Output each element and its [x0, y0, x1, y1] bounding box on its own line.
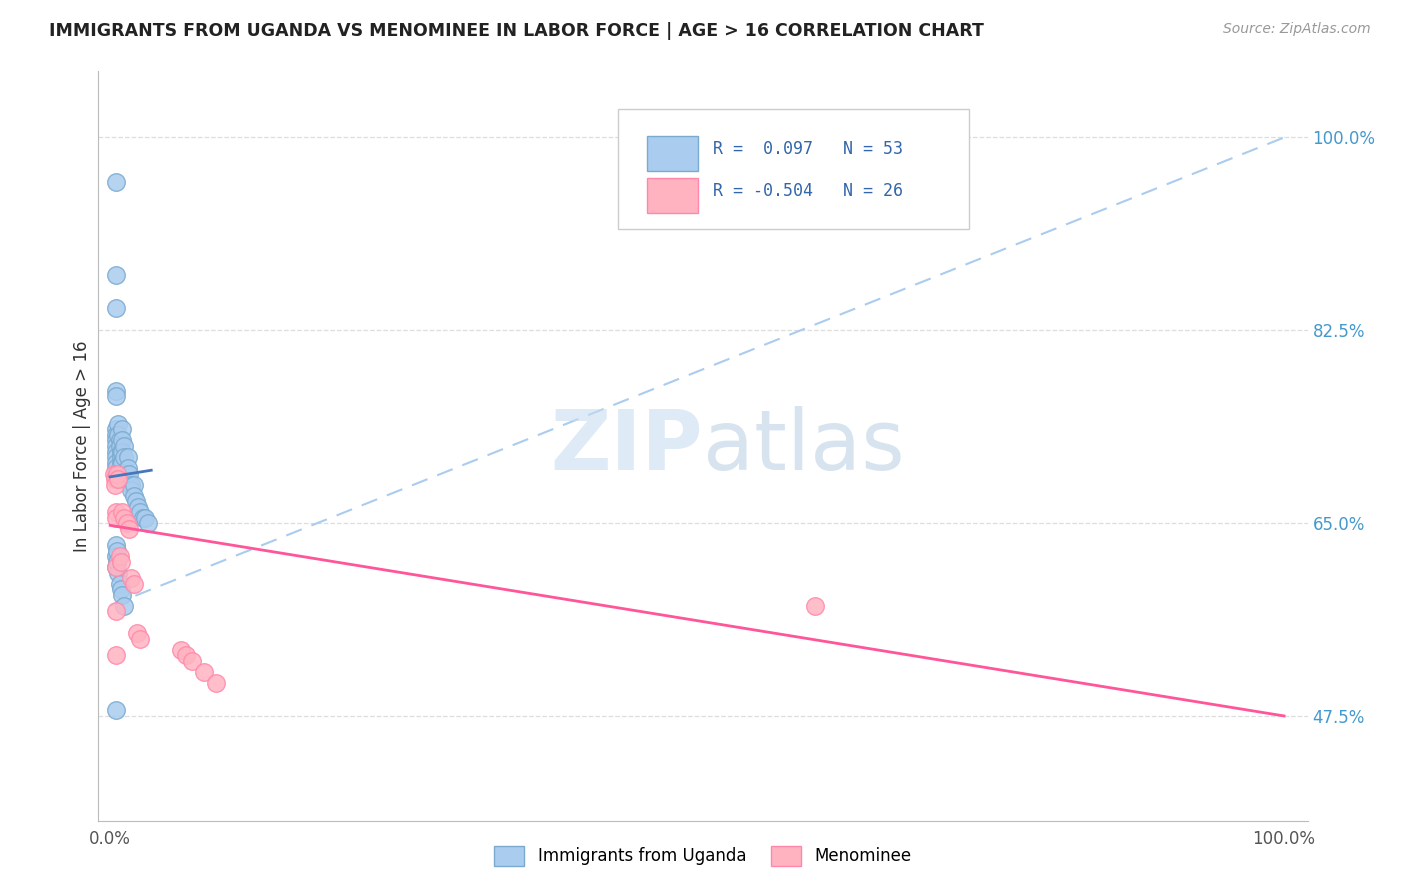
Point [105, 510, 128, 524]
Point [105, 175, 128, 189]
Point [110, 582, 132, 597]
Point [128, 632, 150, 646]
Legend: Immigrants from Uganda, Menominee: Immigrants from Uganda, Menominee [488, 839, 918, 872]
Point [107, 472, 129, 486]
Point [110, 456, 132, 470]
Point [105, 439, 128, 453]
Point [105, 450, 128, 464]
Point [110, 450, 132, 464]
Point [105, 538, 128, 552]
Point [104, 472, 127, 486]
Point [120, 477, 142, 491]
Point [108, 434, 131, 448]
Point [127, 500, 149, 514]
Point [128, 505, 150, 519]
FancyBboxPatch shape [619, 109, 969, 228]
Point [120, 483, 142, 497]
Text: IMMIGRANTS FROM UGANDA VS MENOMINEE IN LABOR FORCE | AGE > 16 CORRELATION CHART: IMMIGRANTS FROM UGANDA VS MENOMINEE IN L… [49, 22, 984, 40]
Point [122, 576, 145, 591]
Point [104, 477, 127, 491]
Point [105, 461, 128, 475]
Point [115, 516, 138, 530]
Point [105, 428, 128, 442]
Point [136, 516, 159, 530]
Point [125, 494, 148, 508]
Point [105, 467, 128, 481]
Point [803, 599, 825, 613]
Point [107, 428, 129, 442]
Point [103, 467, 125, 481]
Point [118, 522, 141, 536]
Text: atlas: atlas [703, 406, 904, 486]
Point [111, 505, 134, 519]
Point [105, 560, 128, 574]
Point [105, 703, 128, 717]
Y-axis label: In Labor Force | Age > 16: In Labor Force | Age > 16 [73, 340, 91, 552]
Point [105, 389, 128, 403]
Point [105, 505, 128, 519]
Point [193, 665, 215, 679]
Point [105, 648, 128, 663]
Point [105, 456, 128, 470]
Point [108, 549, 131, 564]
Point [110, 555, 132, 569]
Point [181, 654, 204, 668]
Point [105, 467, 128, 481]
Point [105, 543, 128, 558]
Point [105, 604, 128, 618]
Point [132, 510, 155, 524]
Point [105, 268, 128, 283]
Text: ZIP: ZIP [551, 406, 703, 486]
Point [112, 450, 135, 464]
Point [107, 417, 129, 431]
Point [107, 566, 129, 580]
Point [105, 434, 128, 448]
FancyBboxPatch shape [647, 136, 699, 171]
Point [111, 588, 134, 602]
Point [110, 444, 132, 458]
Point [108, 576, 131, 591]
Point [204, 676, 226, 690]
Point [115, 467, 138, 481]
Point [108, 439, 131, 453]
Point [105, 472, 128, 486]
FancyBboxPatch shape [647, 178, 699, 213]
Point [134, 510, 156, 524]
Point [111, 444, 134, 458]
Point [105, 555, 128, 569]
Point [127, 626, 149, 640]
Point [105, 384, 128, 398]
Point [105, 560, 128, 574]
Text: R =  0.097   N = 53: R = 0.097 N = 53 [713, 139, 903, 158]
Point [118, 467, 141, 481]
Point [117, 461, 139, 475]
Text: R = -0.504   N = 26: R = -0.504 N = 26 [713, 181, 903, 200]
Point [112, 439, 135, 453]
Point [122, 489, 145, 503]
Point [105, 422, 128, 436]
Point [105, 301, 128, 316]
Point [111, 456, 134, 470]
Text: Source: ZipAtlas.com: Source: ZipAtlas.com [1223, 22, 1371, 37]
Point [111, 422, 134, 436]
Point [111, 434, 134, 448]
Point [112, 510, 135, 524]
Point [105, 549, 128, 564]
Point [122, 477, 145, 491]
Point [117, 450, 139, 464]
Point [105, 444, 128, 458]
Point [120, 571, 142, 585]
Point [169, 643, 191, 657]
Point [176, 648, 198, 663]
Point [112, 599, 135, 613]
